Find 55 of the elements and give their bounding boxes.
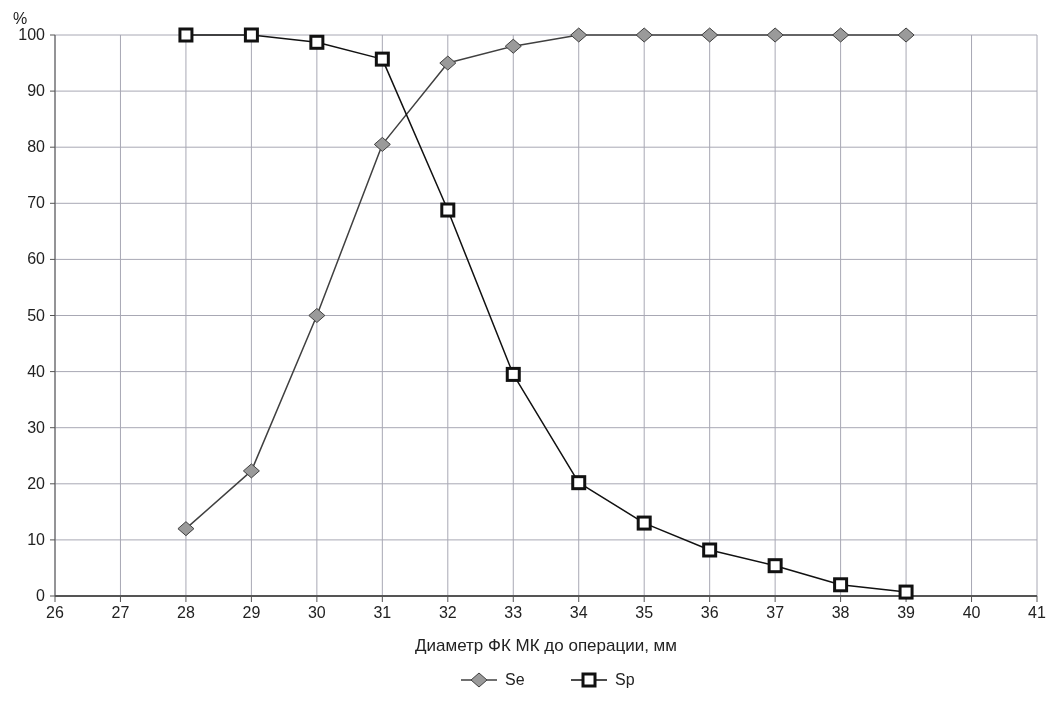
x-tick-label: 39: [897, 604, 916, 621]
x-tick-label: 38: [831, 604, 850, 621]
point: [243, 27, 259, 43]
y-tick-label: 90: [27, 82, 46, 100]
y-tick-label: 10: [27, 530, 46, 548]
point: [504, 38, 522, 54]
y-axis-title: %: [12, 10, 28, 27]
point: [308, 308, 326, 323]
point: [570, 27, 588, 43]
y-tick-label: 80: [27, 138, 46, 156]
point: [635, 27, 653, 43]
point: [832, 27, 850, 43]
point: [178, 27, 194, 43]
point: [373, 136, 391, 152]
y-tick-label: 50: [27, 306, 46, 324]
x-axis-title: Диаметр ФК МК до операции, мм: [414, 636, 678, 655]
point: [766, 27, 784, 43]
x-tick-label: 31: [373, 604, 392, 621]
x-tick-label: 27: [111, 604, 130, 621]
x-tick-label: 34: [569, 604, 588, 621]
x-tick-label: 37: [766, 604, 785, 621]
x-tick-label: 40: [962, 604, 981, 621]
y-tick-label: 100: [18, 26, 46, 43]
point: [702, 542, 718, 558]
point: [897, 27, 915, 43]
x-tick-label: 29: [242, 604, 261, 621]
x-tick-label: 36: [700, 604, 719, 621]
point: [833, 577, 849, 593]
point: [374, 51, 390, 67]
point: [505, 366, 521, 382]
y-tick-label: 70: [27, 194, 46, 212]
legend-label: Se: [505, 671, 525, 688]
point: [177, 521, 195, 537]
y-tick-label: 30: [27, 418, 46, 436]
point: [242, 463, 260, 479]
point: [440, 202, 456, 218]
point: [701, 27, 719, 43]
point: [571, 475, 587, 491]
point: [439, 55, 457, 71]
x-tick-label: 32: [438, 604, 457, 621]
x-tick-label: 26: [46, 604, 64, 621]
legend-label: Sp: [615, 671, 635, 688]
x-tick-label: 41: [1028, 604, 1046, 621]
y-tick-label: 40: [27, 362, 46, 380]
y-tick-label: 0: [36, 587, 46, 604]
y-tick-label: 60: [27, 250, 46, 268]
point: [898, 584, 914, 600]
x-tick-label: 30: [307, 604, 326, 621]
point: [636, 515, 652, 531]
x-tick-label: 28: [177, 604, 195, 621]
point: [767, 558, 783, 574]
x-tick-label: 35: [635, 604, 654, 621]
point: [309, 34, 325, 50]
x-tick-label: 33: [504, 604, 523, 621]
y-tick-label: 20: [27, 474, 46, 492]
